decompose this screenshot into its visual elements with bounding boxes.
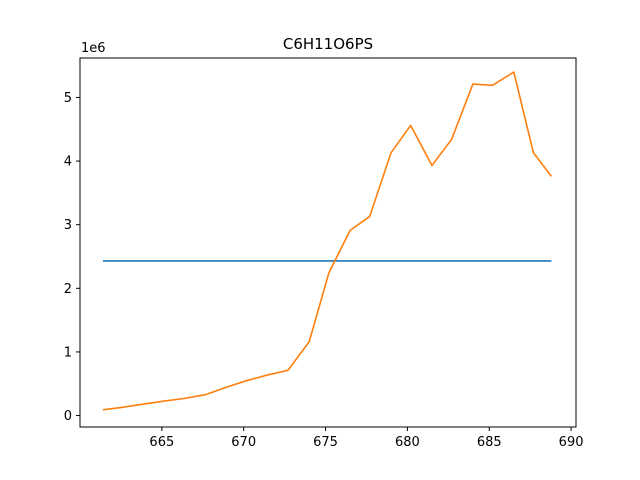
series-line-2 xyxy=(102,71,553,411)
y-tick-label: 1 xyxy=(64,345,72,360)
x-tick-label: 670 xyxy=(231,435,256,450)
x-tick-label: 685 xyxy=(477,435,502,450)
x-tick-label: 680 xyxy=(395,435,420,450)
y-axis: 0 1 2 3 4 5 xyxy=(64,91,80,424)
y-tick-label: 4 xyxy=(64,155,72,170)
x-axis: 665 670 675 680 685 690 xyxy=(149,427,584,450)
plot-area xyxy=(102,71,553,411)
y-tick-label: 0 xyxy=(64,409,72,424)
x-tick-label: 675 xyxy=(313,435,338,450)
y-tick-label: 5 xyxy=(64,91,72,106)
y-offset-label: 1e6 xyxy=(81,41,106,56)
y-tick-label: 2 xyxy=(64,282,72,297)
chart-title: C6H11O6PS xyxy=(283,35,373,53)
axes-frame xyxy=(79,57,577,428)
x-tick-label: 690 xyxy=(559,435,584,450)
y-tick-label: 3 xyxy=(64,218,72,233)
x-tick-label: 665 xyxy=(149,435,174,450)
